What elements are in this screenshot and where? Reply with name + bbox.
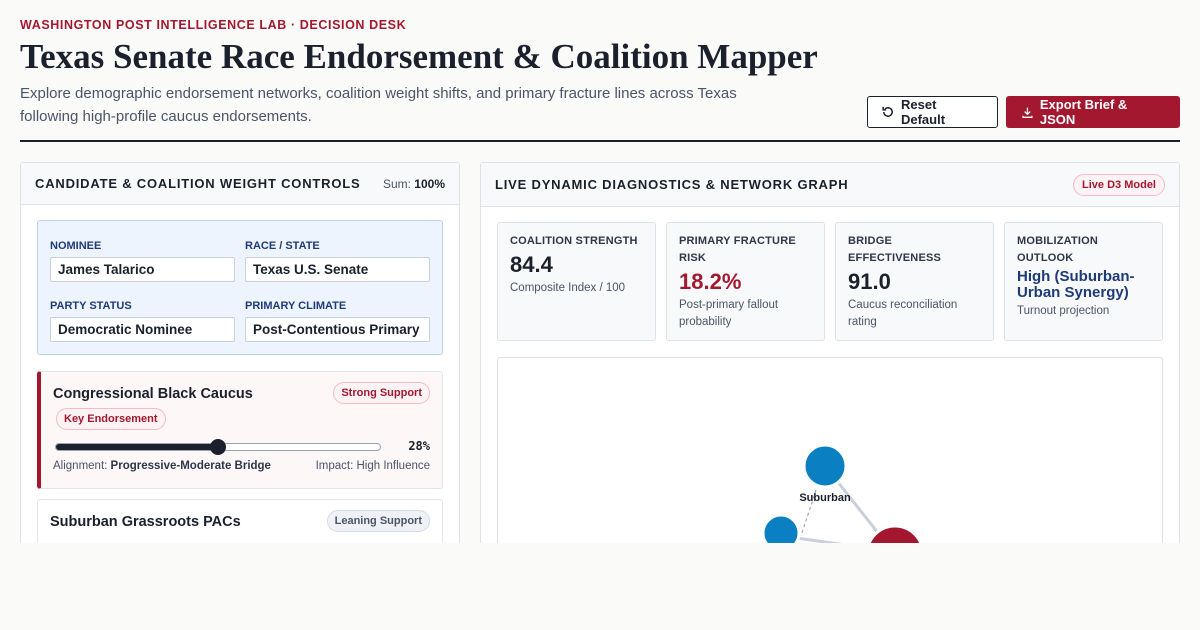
metric-card-coalition-strength: COALITION STRENGTH 84.4 Composite Index … xyxy=(497,222,656,341)
weight-sum: Sum: 100% xyxy=(383,177,445,191)
coalition-name: Suburban Grassroots PACs xyxy=(50,514,241,530)
diagnostics-title: LIVE DYNAMIC DIAGNOSTICS & NETWORK GRAPH xyxy=(495,177,849,192)
alignment-text: Alignment: Progressive-Moderate Bridge xyxy=(53,460,271,472)
metric-subtext: Composite Index / 100 xyxy=(510,282,626,294)
metric-label: BRIDGE EFFECTIVENESS xyxy=(848,235,942,264)
coalition-weight-value: 28% xyxy=(408,439,430,453)
export-brief-label: Export Brief & JSON xyxy=(1039,97,1128,127)
reset-default-label: Reset Default xyxy=(900,97,946,127)
diagnostics-header: LIVE DYNAMIC DIAGNOSTICS & NETWORK GRAPH… xyxy=(481,163,1179,207)
race-label: RACE / STATE xyxy=(245,240,320,252)
metric-card-bridge-effectiveness: BRIDGE EFFECTIVENESS 91.0 Caucus reconci… xyxy=(835,222,994,341)
support-badge: Leaning Support xyxy=(326,510,430,532)
metric-value: 18.2% xyxy=(679,269,742,294)
alignment-label: Alignment: xyxy=(53,460,108,472)
live-model-badge: Live D3 Model xyxy=(1073,173,1165,196)
support-badge: Strong Support xyxy=(333,382,430,404)
graph-node-suburban[interactable] xyxy=(802,443,848,489)
network-graph-svg: Suburban xyxy=(761,443,925,563)
nominee-field[interactable]: James Talarico xyxy=(50,257,235,282)
nominee-label: NOMINEE xyxy=(50,240,102,252)
race-field[interactable]: Texas U.S. Senate xyxy=(245,257,430,282)
key-endorsement-tag: Key Endorsement xyxy=(56,408,166,430)
metric-value: 84.4 xyxy=(510,252,553,277)
metric-label: MOBILIZATION OUTLOOK xyxy=(1017,235,1099,264)
metric-card-mobilization-outlook: MOBILIZATION OUTLOOK High (Suburban-Urba… xyxy=(1004,222,1163,341)
weight-sum-label: Sum: xyxy=(382,176,411,191)
metric-subtext: Caucus reconciliation rating xyxy=(848,299,958,328)
party-status-label: PARTY STATUS xyxy=(50,300,132,312)
impact-text: Impact: High Influence xyxy=(315,460,430,472)
metric-subtext: Post-primary fallout probability xyxy=(679,299,779,328)
slider-thumb[interactable] xyxy=(210,439,226,455)
slider-fill xyxy=(56,444,218,450)
coalition-name: Congressional Black Caucus xyxy=(53,386,253,402)
metric-card-fracture-risk: PRIMARY FRACTURE RISK 18.2% Post-primary… xyxy=(666,222,825,341)
reset-icon xyxy=(882,106,893,117)
weight-controls-panel: CANDIDATE & COALITION WEIGHT CONTROLS Su… xyxy=(20,162,460,562)
kicker: WASHINGTON POST INTELLIGENCE LAB · DECIS… xyxy=(20,18,407,32)
coalition-card[interactable]: Congressional Black Caucus Strong Suppor… xyxy=(37,371,443,489)
page-bottom-area xyxy=(0,543,1200,630)
candidate-info-box: NOMINEE James Talarico RACE / STATE Texa… xyxy=(37,220,443,355)
weight-controls-title: CANDIDATE & COALITION WEIGHT CONTROLS xyxy=(35,176,361,191)
network-graph[interactable]: Suburban xyxy=(497,357,1163,563)
page-title: Texas Senate Race Endorsement & Coalitio… xyxy=(20,37,818,76)
weight-sum-value: 100% xyxy=(414,176,445,191)
primary-climate-label: PRIMARY CLIMATE xyxy=(245,300,347,312)
graph-node-label: Suburban xyxy=(799,492,851,504)
weight-controls-header: CANDIDATE & COALITION WEIGHT CONTROLS Su… xyxy=(21,163,459,205)
diagnostics-panel: LIVE DYNAMIC DIAGNOSTICS & NETWORK GRAPH… xyxy=(480,162,1180,563)
party-status-field[interactable]: Democratic Nominee xyxy=(50,317,235,342)
alignment-value: Progressive-Moderate Bridge xyxy=(110,460,271,472)
graph-edge-dashed xyxy=(800,489,817,537)
metric-value: 91.0 xyxy=(848,269,891,294)
export-brief-button[interactable]: Export Brief & JSON xyxy=(1006,96,1180,128)
reset-default-button[interactable]: Reset Default xyxy=(867,96,998,128)
page-subtitle: Explore demographic endorsement networks… xyxy=(20,85,737,125)
download-icon xyxy=(1022,107,1033,118)
metric-label: COALITION STRENGTH xyxy=(510,235,638,247)
header-rule xyxy=(20,140,1180,142)
metric-value: High (Suburban-Urban Synergy) xyxy=(1017,268,1135,301)
metric-subtext: Turnout projection xyxy=(1017,305,1110,317)
primary-climate-field[interactable]: Post-Contentious Primary xyxy=(245,317,430,342)
metric-label: PRIMARY FRACTURE RISK xyxy=(679,235,796,264)
